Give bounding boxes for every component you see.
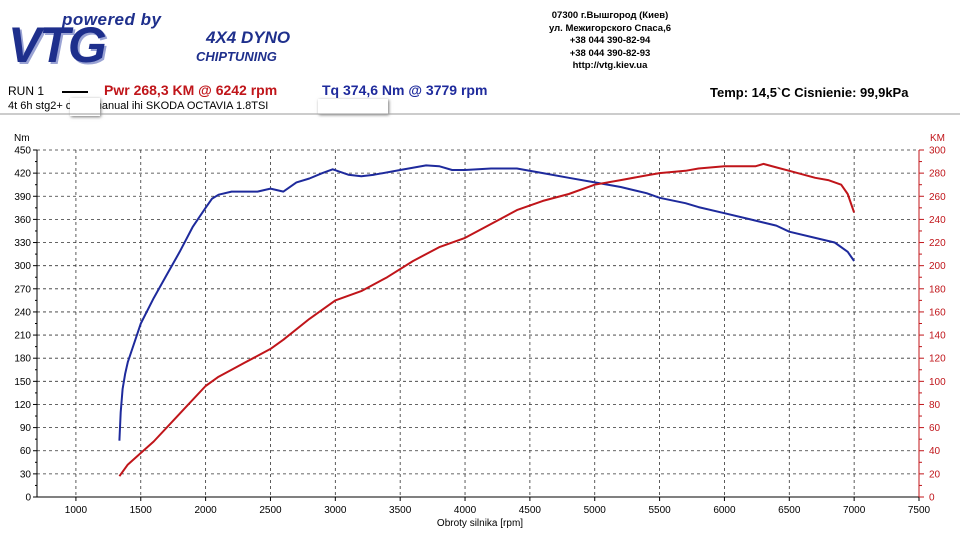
y-right-tick-label: 100 [929,377,946,388]
conditions-text: Temp: 14,5`C Cisnienie: 99,9kPa [710,85,909,100]
phone-line: +38 044 390-82-94 [569,35,651,46]
y-left-tick-label: 330 [14,238,31,249]
tick-labels: 1000 1500 2000 2500 3000 3500 4000 4500 5000 5500… [14,146,946,517]
redaction-box [70,98,100,116]
run-line-swatch [62,91,88,93]
y-left-tick-label: 420 [14,169,31,180]
y-right-tick-label: 260 [929,192,946,203]
y-left-tick-label: 90 [20,423,32,434]
x-tick-label: 7500 [908,505,931,516]
axes [33,149,924,501]
y-right-tick-label: 240 [929,215,946,226]
y-left-tick-label: 0 [25,493,31,504]
grid [37,149,920,497]
logo-brand: VTG [8,17,107,73]
y-right-tick-label: 160 [929,307,946,318]
x-tick-label: 2500 [259,505,282,516]
y-right-tick-label: 40 [929,446,941,457]
x-tick-label: 7000 [843,505,866,516]
y-right-tick-label: 220 [929,238,946,249]
y-right-tick-label: 200 [929,261,946,272]
y-right-tick-label: 120 [929,354,946,365]
run-label: RUN 1 [8,84,45,98]
y-right-tick-label: 280 [929,169,946,180]
address-block: 07300 г.Вышгород (Киев) ул. Межигорского… [520,10,700,73]
y-left-tick-label: 120 [14,400,31,411]
y-axis-left-unit: Nm [14,133,30,144]
y-left-tick-label: 210 [14,331,31,342]
website-link[interactable]: http://vtg.kiev.ua [572,60,648,71]
torque-curve [118,164,855,441]
power-curve [118,162,856,477]
y-left-tick-label: 60 [20,446,32,457]
y-left-tick-label: 300 [14,261,31,272]
x-tick-label: 5500 [648,505,671,516]
x-axis-label: Obroty silnika [rpm] [437,518,523,529]
y-left-tick-label: 450 [14,146,31,157]
logo-sub: CHIPTUNING [196,49,277,64]
x-tick-label: 6500 [778,505,801,516]
y-right-tick-label: 80 [929,400,941,411]
address-line: 07300 г.Вышгород (Киев) [551,10,669,21]
y-axis-right-unit: KM [930,133,945,144]
y-right-tick-label: 20 [929,469,941,480]
redaction-box [318,99,388,114]
x-tick-label: 2000 [194,505,217,516]
x-tick-label: 1000 [65,505,88,516]
logo-product: 4X4 DYNO [206,28,291,47]
y-right-tick-label: 180 [929,284,946,295]
y-left-tick-label: 360 [14,215,31,226]
x-tick-label: 4000 [454,505,477,516]
phone-line: +38 044 390-82-93 [569,47,651,59]
y-left-tick-label: 30 [20,469,32,480]
y-right-tick-label: 300 [929,146,946,157]
x-tick-label: 4500 [519,505,542,516]
y-left-tick-label: 390 [14,192,31,203]
x-tick-label: 3000 [324,505,347,516]
x-tick-label: 3500 [389,505,412,516]
address-line: ул. Межигорского Спаса,6 [548,22,672,34]
x-tick-label: 5000 [584,505,607,516]
series-lines [118,162,856,477]
y-left-tick-label: 270 [14,284,31,295]
torque-summary: Tq 374,6 Nm @ 3779 rpm [322,82,488,98]
power-summary: Pwr 268,3 KM @ 6242 rpm [104,82,278,98]
y-right-tick-label: 60 [929,423,941,434]
y-right-tick-label: 0 [929,493,935,504]
y-left-tick-label: 240 [14,307,31,318]
x-tick-label: 1500 [130,505,153,516]
y-right-tick-label: 140 [929,331,946,342]
logo-tagline: powered by [62,10,162,29]
x-tick-label: 6000 [713,505,736,516]
y-left-tick-label: 180 [14,354,31,365]
y-left-tick-label: 150 [14,377,31,388]
